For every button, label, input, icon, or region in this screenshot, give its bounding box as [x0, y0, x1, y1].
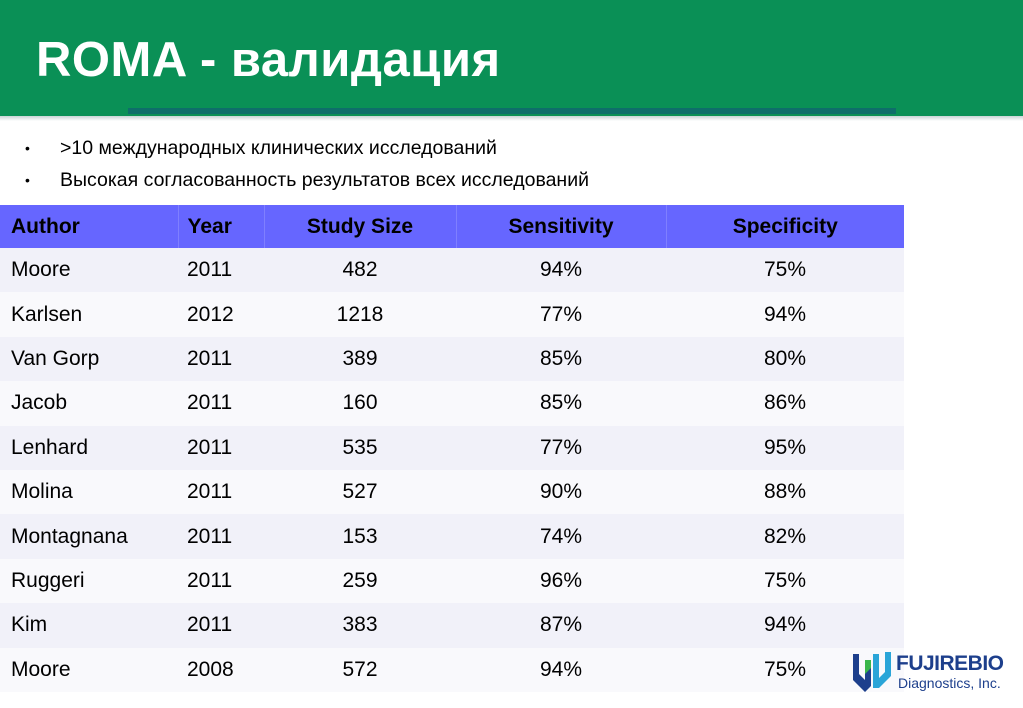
cell-sensitivity: 85% — [456, 381, 666, 426]
cell-specificity: 95% — [666, 425, 904, 470]
cell-specificity: 80% — [666, 336, 904, 382]
bullet-list: • >10 международных клинических исследов… — [22, 132, 589, 196]
bullet-marker: • — [25, 172, 30, 188]
cell-year: 2011 — [178, 603, 264, 648]
bullet-text: Высокая согласованность результатов всех… — [60, 169, 589, 191]
logo-subtitle: Diagnostics, Inc. — [898, 675, 1001, 691]
cell-year: 2011 — [178, 248, 264, 293]
table-row: Lenhard 2011 535 77% 95% — [0, 425, 904, 470]
cell-study-size: 572 — [264, 647, 456, 692]
cell-sensitivity: 77% — [456, 425, 666, 470]
cell-year: 2011 — [178, 514, 264, 559]
fujirebio-logo-icon — [853, 652, 891, 692]
column-header-author: Author — [0, 205, 179, 248]
cell-year: 2011 — [178, 469, 264, 515]
cell-author: Moore — [0, 248, 178, 293]
cell-specificity: 94% — [666, 292, 904, 337]
cell-author: Kim — [0, 603, 178, 648]
table-row: Van Gorp 2011 389 85% 80% — [0, 336, 904, 382]
cell-sensitivity: 90% — [456, 469, 666, 515]
cell-study-size: 535 — [264, 425, 456, 470]
cell-study-size: 1218 — [264, 292, 456, 337]
cell-specificity: 82% — [666, 514, 904, 559]
title-underline — [128, 108, 896, 114]
cell-study-size: 160 — [264, 381, 456, 426]
cell-specificity: 88% — [666, 469, 904, 515]
table-row: Ruggeri 2011 259 96% 75% — [0, 558, 904, 604]
logo-name: FUJIREBIO — [896, 652, 1004, 675]
cell-author: Karlsen — [0, 292, 178, 337]
bullet-marker: • — [25, 140, 30, 156]
table-row: Kim 2011 383 87% 94% — [0, 603, 904, 648]
cell-sensitivity: 94% — [456, 647, 666, 692]
title-bar — [0, 0, 1023, 116]
cell-study-size: 389 — [264, 336, 456, 382]
table-row: Karlsen 2012 1218 77% 94% — [0, 292, 904, 337]
table-row: Jacob 2011 160 85% 86% — [0, 381, 904, 426]
cell-sensitivity: 77% — [456, 292, 666, 337]
cell-year: 2011 — [178, 336, 264, 382]
cell-year: 2012 — [178, 292, 264, 337]
cell-author: Montagnana — [0, 514, 178, 559]
table-header-row: Author Year Study Size Sensitivity Speci… — [0, 205, 904, 248]
cell-author: Jacob — [0, 381, 178, 426]
bullet-text: >10 международных клинических исследован… — [60, 137, 497, 159]
validation-table: Author Year Study Size Sensitivity Speci… — [0, 205, 904, 692]
cell-sensitivity: 94% — [456, 248, 666, 293]
table-row: Moore 2008 572 94% 75% — [0, 647, 904, 692]
table-row: Moore 2011 482 94% 75% — [0, 248, 904, 293]
fujirebio-logo: FUJIREBIO Diagnostics, Inc. — [851, 648, 1023, 700]
table-row: Montagnana 2011 153 74% 82% — [0, 514, 904, 559]
cell-year: 2008 — [178, 647, 264, 692]
cell-study-size: 153 — [264, 514, 456, 559]
column-header-specificity: Specificity — [666, 205, 904, 248]
column-header-sensitivity: Sensitivity — [456, 205, 667, 248]
cell-specificity: 86% — [666, 381, 904, 426]
cell-sensitivity: 96% — [456, 558, 666, 604]
column-header-study-size: Study Size — [264, 205, 457, 248]
cell-sensitivity: 85% — [456, 336, 666, 382]
cell-year: 2011 — [178, 558, 264, 604]
cell-specificity: 75% — [666, 558, 904, 604]
cell-author: Moore — [0, 647, 178, 692]
cell-author: Ruggeri — [0, 558, 178, 604]
cell-specificity: 75% — [666, 248, 904, 293]
title-shadow — [0, 116, 1023, 121]
bullet-item: • Высокая согласованность результатов вс… — [22, 164, 589, 196]
cell-sensitivity: 87% — [456, 603, 666, 648]
cell-study-size: 383 — [264, 603, 456, 648]
cell-author: Van Gorp — [0, 336, 178, 382]
cell-year: 2011 — [178, 425, 264, 470]
cell-study-size: 259 — [264, 558, 456, 604]
cell-sensitivity: 74% — [456, 514, 666, 559]
cell-author: Molina — [0, 469, 178, 515]
bullet-item: • >10 международных клинических исследов… — [22, 132, 589, 164]
slide-title: ROMA - валидация — [36, 33, 501, 87]
cell-year: 2011 — [178, 381, 264, 426]
cell-author: Lenhard — [0, 425, 178, 470]
cell-study-size: 527 — [264, 469, 456, 515]
column-header-year: Year — [178, 205, 265, 248]
table-row: Molina 2011 527 90% 88% — [0, 469, 904, 515]
cell-specificity: 94% — [666, 603, 904, 648]
cell-study-size: 482 — [264, 248, 456, 293]
